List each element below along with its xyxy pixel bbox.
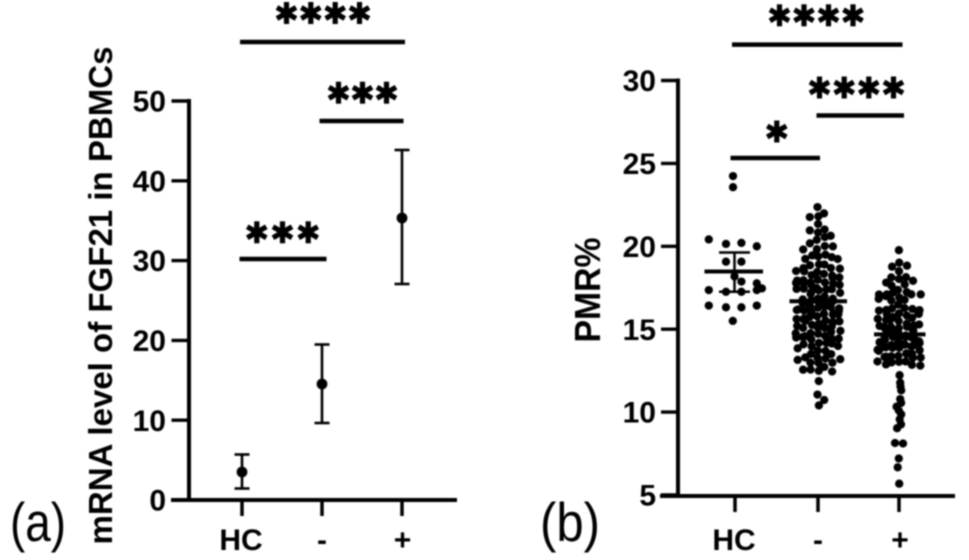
svg-text:-: -	[317, 524, 327, 555]
svg-text:-: -	[813, 524, 823, 555]
svg-text:+: +	[394, 524, 412, 555]
svg-text:(b): (b)	[540, 491, 600, 553]
svg-text:10: 10	[623, 397, 656, 430]
svg-text:PMR%: PMR%	[567, 238, 608, 343]
svg-text:HC: HC	[712, 524, 755, 555]
svg-text:20: 20	[133, 325, 166, 358]
svg-text:20: 20	[623, 231, 656, 264]
svg-text:(a): (a)	[10, 491, 66, 553]
svg-text:15: 15	[623, 314, 656, 347]
svg-text:50: 50	[133, 86, 166, 119]
svg-text:+: +	[891, 524, 909, 555]
svg-text:5: 5	[639, 480, 656, 513]
svg-text:HC: HC	[219, 524, 262, 555]
svg-text:30: 30	[133, 245, 166, 278]
svg-text:30: 30	[623, 65, 656, 98]
svg-text:10: 10	[133, 405, 166, 438]
svg-text:40: 40	[133, 165, 166, 198]
svg-text:25: 25	[623, 148, 656, 181]
svg-text:mRNA level of FGF21 in PBMCs: mRNA level of FGF21 in PBMCs	[82, 47, 119, 545]
svg-text:0: 0	[149, 485, 166, 518]
